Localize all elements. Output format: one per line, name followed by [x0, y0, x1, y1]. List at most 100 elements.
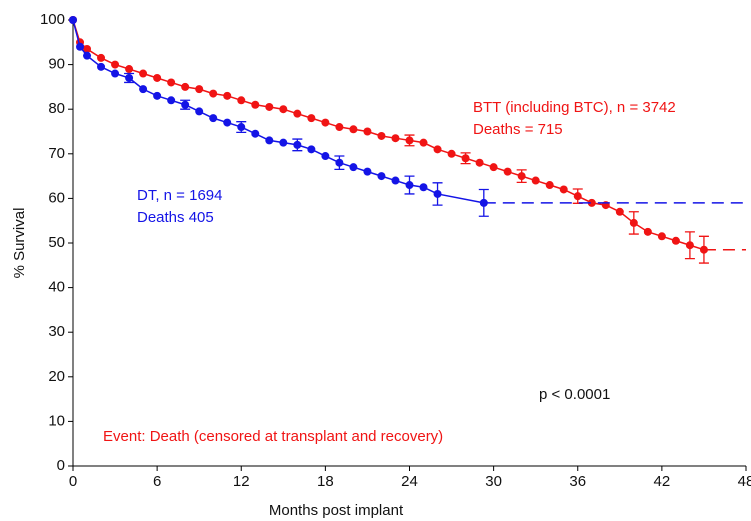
data-point — [657, 232, 666, 241]
data-point — [153, 91, 162, 100]
y-tick-label: 10 — [48, 412, 65, 429]
data-point — [699, 245, 708, 254]
data-point — [69, 16, 77, 24]
annotation: Event: Death (censored at transplant and… — [103, 428, 443, 445]
data-point — [643, 227, 652, 236]
y-tick-label: 0 — [57, 457, 65, 474]
data-point — [587, 198, 596, 207]
data-point — [265, 102, 274, 111]
y-tick-label: 60 — [48, 189, 65, 206]
x-tick-label: 12 — [233, 473, 250, 490]
data-point — [111, 69, 120, 78]
data-point — [167, 78, 176, 87]
data-point — [265, 136, 274, 145]
data-point — [167, 96, 176, 105]
data-point — [195, 107, 204, 116]
y-tick-label: 80 — [48, 100, 65, 117]
data-point — [181, 100, 190, 109]
data-point — [97, 62, 106, 71]
data-point — [251, 100, 260, 109]
data-point — [433, 189, 442, 198]
data-point — [307, 114, 316, 123]
data-point — [475, 158, 484, 167]
data-point — [125, 73, 134, 82]
x-tick-label: 0 — [69, 473, 77, 490]
data-point — [181, 82, 190, 91]
data-point — [209, 114, 218, 123]
y-tick-label: 100 — [40, 11, 65, 28]
survival-line — [72, 19, 484, 204]
data-point — [629, 218, 638, 227]
data-point — [615, 207, 624, 216]
data-point — [111, 60, 120, 69]
y-tick-label: 20 — [48, 368, 65, 385]
data-point — [419, 183, 428, 192]
annotation: p < 0.0001 — [539, 386, 610, 403]
series-note: Deaths = 715 — [473, 121, 563, 138]
data-point — [433, 145, 442, 154]
data-point — [559, 185, 568, 194]
x-tick-label: 42 — [654, 473, 671, 490]
series-label: BTT (including BTC), n = 3742 — [473, 99, 676, 116]
y-tick-label: 50 — [48, 234, 65, 251]
data-point — [489, 163, 498, 172]
data-point — [307, 145, 316, 154]
data-point — [419, 138, 428, 147]
data-point — [153, 73, 162, 82]
x-tick-label: 6 — [153, 473, 161, 490]
series-label: DT, n = 1694 — [137, 187, 222, 204]
y-tick-label: 70 — [48, 145, 65, 162]
data-point — [237, 96, 246, 105]
x-tick-label: 30 — [485, 473, 502, 490]
data-point — [83, 51, 92, 60]
data-point — [391, 134, 400, 143]
y-tick-label: 40 — [48, 279, 65, 296]
data-point — [209, 89, 218, 98]
data-point — [321, 152, 330, 161]
x-tick-label: 48 — [738, 473, 751, 490]
data-point — [251, 129, 260, 138]
data-point — [293, 109, 302, 118]
data-point — [237, 123, 246, 132]
data-point — [545, 181, 554, 190]
y-axis-label: % Survival — [11, 208, 28, 279]
data-point — [503, 167, 512, 176]
data-point — [195, 85, 204, 94]
x-tick-label: 18 — [317, 473, 334, 490]
data-point — [335, 158, 344, 167]
data-point — [223, 118, 232, 127]
data-point — [349, 125, 358, 134]
data-point — [83, 44, 92, 53]
data-point — [377, 131, 386, 140]
x-axis-label: Months post implant — [269, 502, 404, 519]
data-point — [349, 163, 358, 172]
data-point — [671, 236, 680, 245]
x-tick-label: 24 — [401, 473, 418, 490]
data-point — [363, 167, 372, 176]
data-point — [279, 105, 288, 114]
data-point — [223, 91, 232, 100]
series-note: Deaths 405 — [137, 209, 214, 226]
data-point — [573, 192, 582, 201]
data-point — [391, 176, 400, 185]
data-point — [363, 127, 372, 136]
data-point — [447, 149, 456, 158]
data-point — [139, 85, 148, 94]
data-point — [517, 172, 526, 181]
data-point — [531, 176, 540, 185]
data-point — [139, 69, 148, 78]
data-point — [293, 140, 302, 149]
y-tick-label: 90 — [48, 56, 65, 73]
data-point — [125, 65, 134, 74]
data-point — [321, 118, 330, 127]
x-tick-label: 36 — [569, 473, 586, 490]
data-point — [461, 154, 470, 163]
data-point — [479, 198, 488, 207]
data-point — [279, 138, 288, 147]
data-point — [685, 241, 694, 250]
data-point — [405, 136, 414, 145]
data-point — [405, 181, 414, 190]
data-point — [76, 42, 85, 51]
y-tick-label: 30 — [48, 323, 65, 340]
